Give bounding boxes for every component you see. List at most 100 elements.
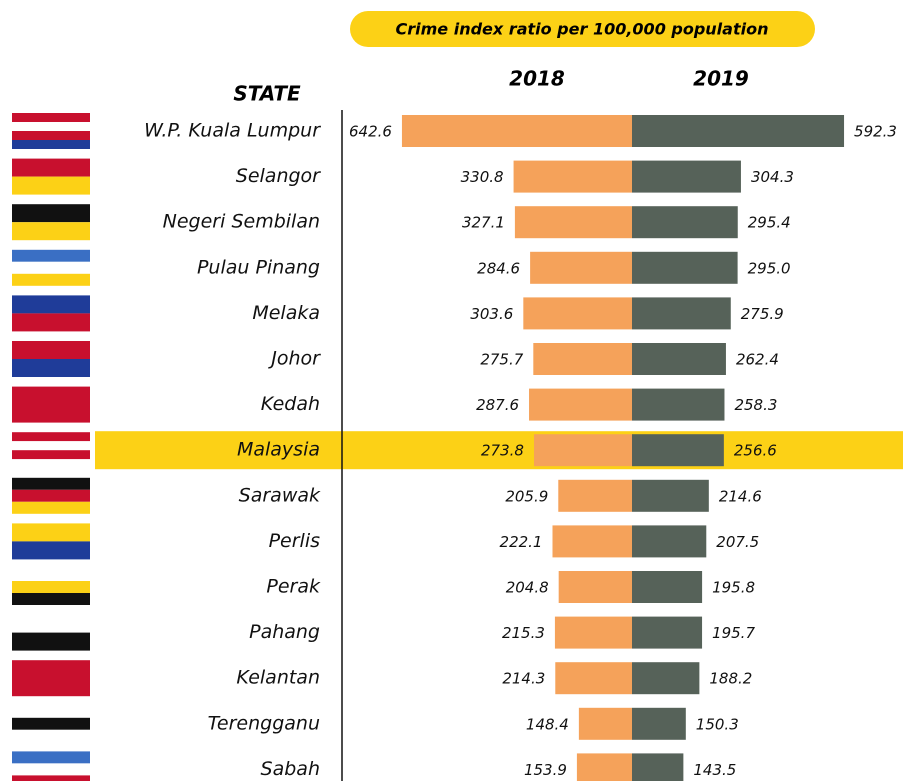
bar (632, 616, 703, 649)
bar (632, 571, 703, 603)
bar (632, 525, 707, 558)
value-label: 195.8 (712, 579, 755, 597)
flag (12, 705, 90, 718)
value-label: 207.5 (716, 533, 759, 551)
bar (552, 525, 632, 558)
flag (12, 450, 90, 460)
value-label: 303.6 (470, 305, 513, 323)
category-label: Pulau Pinang (197, 256, 320, 278)
flag (12, 122, 90, 131)
flag (12, 459, 90, 469)
flag (12, 441, 90, 451)
bar (632, 206, 738, 239)
category-label: Kelantan (236, 667, 320, 689)
flag (12, 176, 90, 195)
bar (533, 434, 632, 467)
bar (514, 206, 632, 239)
value-label: 215.3 (502, 624, 545, 642)
bar (632, 662, 700, 695)
category-label: Negeri Sembilan (163, 211, 320, 233)
bar (632, 388, 725, 421)
bar (401, 115, 632, 147)
title-pill (350, 11, 815, 47)
category-label: Johor (267, 348, 321, 370)
flag (12, 775, 90, 781)
legend-2019: 2019 (693, 67, 749, 91)
flag (12, 660, 90, 697)
value-label: 153.9 (524, 761, 567, 779)
value-label: 262.4 (736, 351, 779, 369)
value-label: 275.7 (480, 351, 523, 369)
category-label: Kedah (261, 393, 320, 415)
bar (576, 753, 632, 781)
bar (632, 343, 726, 375)
value-label: 592.3 (854, 123, 897, 141)
value-label: 214.6 (719, 487, 762, 505)
bar (554, 616, 632, 649)
bar (632, 753, 684, 781)
flag (12, 261, 90, 274)
flag (12, 158, 90, 177)
category-label: W.P. Kuala Lumpur (144, 120, 321, 142)
flag (12, 341, 90, 359)
bar (558, 479, 632, 512)
flag (12, 541, 90, 560)
category-label: Sarawak (239, 484, 321, 506)
category-label: Selangor (236, 165, 321, 187)
value-label: 143.5 (693, 761, 736, 779)
highlight-band (95, 431, 903, 470)
flag (12, 249, 90, 262)
flag (12, 489, 90, 502)
value-label: 148.4 (526, 715, 569, 733)
flag (12, 313, 90, 332)
bar (530, 251, 632, 284)
bar (513, 160, 632, 193)
bar (578, 707, 632, 740)
flag (12, 204, 90, 223)
category-header: STATE (233, 82, 301, 106)
bar (632, 115, 845, 147)
bar (632, 160, 741, 193)
category-label: Malaysia (237, 439, 320, 461)
bar (529, 388, 632, 421)
flag (12, 717, 90, 730)
value-label: 205.9 (505, 487, 548, 505)
value-label: 295.4 (748, 214, 791, 232)
flag (12, 477, 90, 490)
flag (12, 581, 90, 593)
flag (12, 386, 90, 423)
category-label: Melaka (252, 302, 320, 324)
value-label: 330.8 (461, 168, 504, 186)
bar (632, 707, 686, 740)
bar (632, 251, 738, 284)
bar (533, 343, 632, 375)
flag (12, 359, 90, 377)
value-label: 295.0 (748, 259, 791, 277)
flag (12, 432, 90, 442)
category-label: Perak (266, 576, 321, 598)
value-label: 327.1 (462, 214, 505, 232)
value-label: 304.3 (751, 168, 794, 186)
value-label: 275.9 (741, 305, 784, 323)
flag (12, 523, 90, 542)
flag (12, 222, 90, 241)
flag (12, 501, 90, 514)
flag (12, 131, 90, 140)
value-label: 150.3 (696, 715, 739, 733)
legend-2018: 2018 (509, 67, 565, 91)
flag (12, 763, 90, 776)
value-label: 284.6 (477, 259, 520, 277)
bar (632, 297, 731, 330)
category-label: Sabah (261, 758, 320, 780)
flag (12, 614, 90, 633)
bar (632, 434, 724, 467)
flag (12, 569, 90, 581)
value-label: 273.8 (481, 442, 524, 460)
category-label: Terengganu (208, 712, 320, 734)
bar (632, 479, 709, 512)
value-label: 256.6 (734, 442, 777, 460)
value-label: 195.7 (712, 624, 755, 642)
flag (12, 593, 90, 605)
flag (12, 140, 90, 149)
